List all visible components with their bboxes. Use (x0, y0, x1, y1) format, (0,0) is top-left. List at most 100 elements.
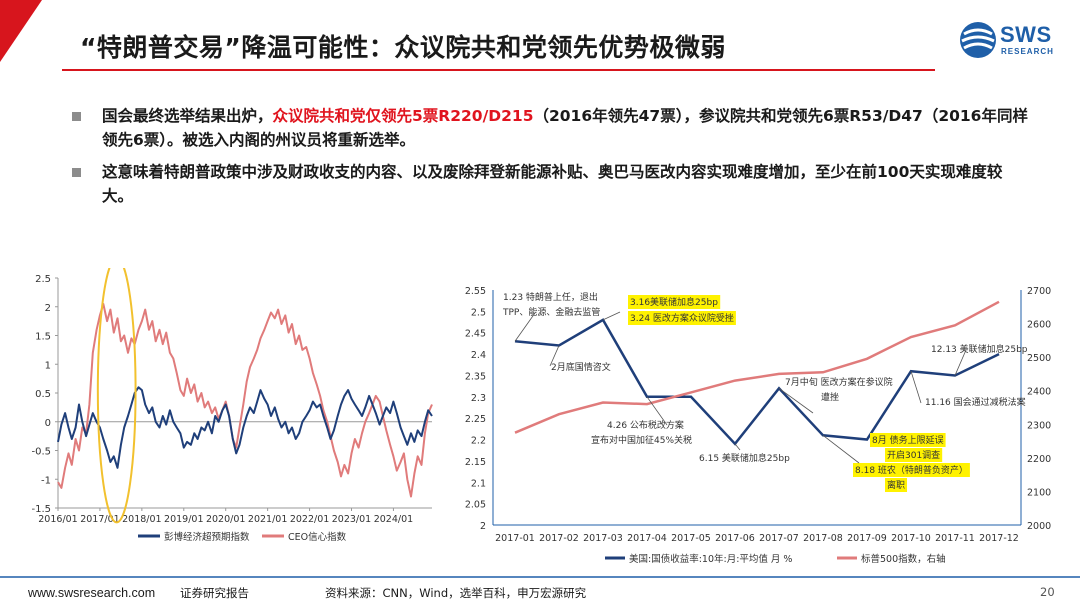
annotation-leader (602, 311, 621, 321)
legend-label: 彭博经济超预期指数 (164, 531, 250, 543)
y-tick-label: -1.5 (31, 504, 51, 515)
y-tick-label: 0.5 (35, 389, 51, 400)
annotation-highlight (870, 433, 946, 447)
y-tick-label: 1 (45, 360, 51, 371)
x-tick-label: 2017-10 (891, 533, 931, 544)
annotation-leader (778, 387, 814, 414)
bullet-item-2: 这意味着特朗普政策中涉及财政收支的内容、以及废除拜登新能源补贴、奥巴马医改内容实… (72, 160, 1032, 208)
right-tick-label: 2500 (1027, 353, 1051, 364)
annotation-leader (822, 434, 860, 464)
left-tick-label: 2.35 (465, 371, 486, 382)
annotation-highlight (853, 463, 970, 477)
x-tick-label: 2017-03 (583, 533, 623, 544)
right-tick-label: 2700 (1027, 286, 1051, 297)
annotation-label: 12.13 美联储加息25bp (931, 343, 1028, 355)
annotation-leader (954, 349, 967, 376)
logo-globe-icon (960, 22, 996, 58)
footer-website: www.swsresearch.com (28, 586, 156, 600)
x-tick-label: 2024/01 (374, 514, 413, 525)
annotation-label: 8.18 班农（特朗普负资产） (855, 464, 968, 476)
series-line (57, 386, 433, 469)
annotation-leader (646, 396, 668, 426)
bullet-2-text: 这意味着特朗普政策中涉及财政收支的内容、以及废除拜登新能源补贴、奥巴马医改内容实… (102, 163, 1003, 205)
footer-report-type: 证券研究报告 (180, 586, 249, 600)
legend-label: 标普500指数，右轴 (861, 553, 946, 565)
legend-label: CEO信心指数 (288, 531, 347, 543)
left-tick-label: 2.2 (471, 436, 486, 447)
series-line (57, 302, 433, 498)
left-tick-label: 2.55 (465, 286, 486, 297)
annotation-leader (514, 312, 536, 342)
bullet-square-icon (72, 168, 81, 177)
footer-source: 资料来源：CNN，Wind，选举百科，申万宏源研究 (325, 586, 587, 600)
footer-decoration (0, 576, 1080, 578)
y-tick-label: 0 (45, 418, 51, 429)
annotation-leader (734, 443, 741, 451)
x-tick-label: 2022/01 (290, 514, 329, 525)
y-tick-label: -1 (41, 475, 51, 486)
footer: www.swsresearch.com 证券研究报告 资料来源：CNN，Wind… (0, 574, 1080, 608)
logo-subtitle: RESEARCH (1001, 47, 1054, 56)
annotation-label: 3.24 医改方案众议院受挫 (630, 312, 734, 324)
x-tick-label: 2016/01 (38, 514, 77, 525)
left-tick-label: 2.4 (471, 350, 486, 361)
page-number: 20 (1040, 585, 1055, 599)
right-tick-label: 2600 (1027, 320, 1051, 331)
annotation-highlight (628, 295, 721, 309)
x-tick-label: 2017-04 (627, 533, 667, 544)
left-tick-label: 2.1 (471, 478, 486, 489)
annotation-label: 2月底国情咨文 (551, 361, 611, 373)
header-decoration (0, 0, 935, 71)
annotation-label: 8月 债务上限延误 (872, 434, 944, 446)
annotation-label: 11.16 国会通过减税法案 (925, 396, 1026, 408)
header-red-triangle (0, 0, 42, 62)
annotation-label: 1.23 特朗普上任，退出 (503, 291, 598, 303)
annotation-label: 7月中旬 医改方案在参议院 (785, 376, 893, 388)
right-tick-label: 2200 (1027, 454, 1051, 465)
right-tick-label: 2400 (1027, 387, 1051, 398)
x-tick-label: 2017-12 (979, 533, 1019, 544)
left-tick-label: 2.15 (465, 457, 486, 468)
x-tick-label: 2017/01 (80, 514, 119, 525)
annotation-label: 开启301调查 (887, 449, 940, 461)
bullet-list: 国会最终选举结果出炉，众议院共和党仅领先5票R220/D215（2016年领先4… (72, 104, 1032, 216)
left-tick-label: 2 (480, 521, 486, 532)
annotation-label: 离职 (887, 479, 905, 491)
x-tick-label: 2017-11 (935, 533, 975, 544)
right-tick-label: 2000 (1027, 521, 1051, 532)
annotation-label: TPP、能源、金融去监管 (502, 306, 600, 318)
x-tick-label: 2017-01 (495, 533, 535, 544)
x-tick-label: 2017-09 (847, 533, 887, 544)
annotation-label: 6.15 美联储加息25bp (699, 452, 790, 464)
series-line (514, 300, 1000, 434)
x-tick-label: 2018/01 (122, 514, 161, 525)
left-tick-label: 2.5 (471, 307, 486, 318)
x-tick-label: 2017-07 (759, 533, 799, 544)
highlight-ellipse (96, 268, 137, 524)
annotation-highlight (885, 448, 943, 462)
right-tick-label: 2300 (1027, 420, 1051, 431)
x-tick-label: 2017-05 (671, 533, 711, 544)
x-tick-label: 2021/01 (248, 514, 287, 525)
bullet-1-highlight: 众议院共和党仅领先5票R220/D215 (272, 107, 534, 125)
x-tick-label: 2023/01 (332, 514, 371, 525)
bullet-1-post: （2016年领先47票），参议院共和党领先6票R53/D47（2016年同样领先… (102, 107, 1028, 149)
legend-label: 美国:国债收益率:10年:月:平均值 月 % (629, 553, 792, 565)
y-tick-label: 2 (45, 303, 51, 314)
header: “特朗普交易”降温可能性：众议院共和党领先优势极微弱 SWS RESEARCH (0, 0, 1080, 82)
bullet-1-pre: 国会最终选举结果出炉， (102, 107, 273, 125)
left-tick-label: 2.05 (465, 500, 486, 511)
x-tick-label: 2019/01 (164, 514, 203, 525)
annotation-highlight (885, 478, 908, 492)
left-tick-label: 2.3 (471, 393, 486, 404)
annotation-label: 宣布对中国加征45%关税 (591, 434, 692, 446)
sws-logo: SWS RESEARCH (958, 18, 1068, 66)
annotation-label: 3.16美联储加息25bp (630, 296, 718, 308)
annotation-leader (549, 345, 560, 367)
logo-wordmark: SWS (1000, 22, 1052, 47)
y-tick-label: 2.5 (35, 274, 51, 285)
treasury-vs-sp500-chart: 2.55 2.5 2.45 2.4 2.35 2.3 2.25 2.2 2.15 2.1 2.05 2… (465, 286, 1051, 565)
left-tick-label: 2.25 (465, 414, 486, 425)
right-tick-label: 2100 (1027, 487, 1051, 498)
